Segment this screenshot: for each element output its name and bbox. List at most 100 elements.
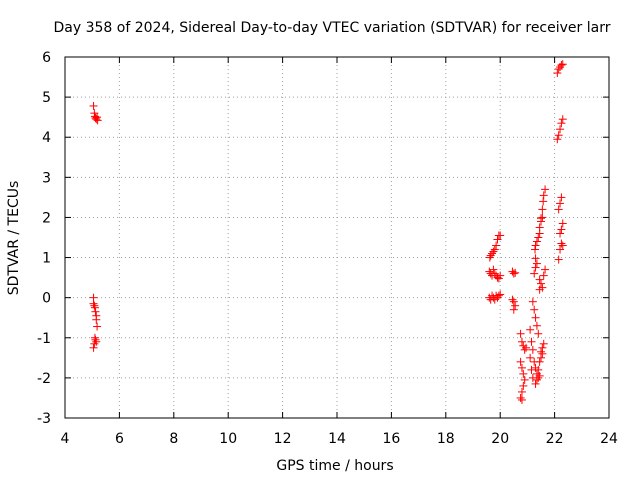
data-point <box>554 205 563 214</box>
y-tick-label: 4 <box>42 130 51 146</box>
data-point <box>539 339 548 348</box>
data-point <box>558 60 567 69</box>
y-axis-label: SDTVAR / TECUs <box>6 181 22 296</box>
data-point <box>556 199 565 208</box>
data-point <box>516 393 525 402</box>
x-tick-label: 6 <box>115 431 124 447</box>
data-point <box>535 357 544 366</box>
data-point <box>92 115 101 124</box>
data-point <box>538 205 547 214</box>
data-point <box>554 255 563 264</box>
x-tick-label: 12 <box>274 431 292 447</box>
data-point <box>535 275 544 284</box>
data-point <box>89 299 98 308</box>
x-tick-label: 14 <box>328 431 346 447</box>
data-point <box>541 185 550 194</box>
data-point <box>496 231 505 240</box>
plot-frame <box>64 56 610 419</box>
data-point <box>516 357 525 366</box>
y-tick-label: -2 <box>37 371 51 387</box>
y-tick-label: -1 <box>37 331 51 347</box>
data-point <box>531 241 540 250</box>
data-point <box>538 213 547 222</box>
data-point <box>519 369 528 378</box>
data-point <box>494 291 503 300</box>
data-point <box>509 297 518 306</box>
data-point <box>511 301 520 310</box>
data-point <box>557 239 566 248</box>
data-point <box>538 283 547 292</box>
data-point <box>557 225 566 234</box>
data-point <box>519 381 528 390</box>
data-point <box>537 279 545 288</box>
data-point <box>517 363 526 372</box>
x-tick-label: 22 <box>546 431 564 447</box>
data-point <box>92 337 101 346</box>
data-point <box>526 325 535 334</box>
data-point <box>517 337 526 346</box>
data-point <box>93 113 102 122</box>
data-point <box>93 322 102 331</box>
y-tick-label: 5 <box>42 90 51 106</box>
data-point <box>532 321 541 330</box>
x-axis-tick-labels: 4 6 8 10 12 14 16 18 20 22 24 <box>61 431 618 447</box>
x-axis-label: GPS time / hours <box>276 458 393 474</box>
data-point <box>493 235 502 244</box>
x-tick-label: 20 <box>491 431 509 447</box>
data-point <box>509 305 518 314</box>
data-point <box>486 251 495 260</box>
data-point <box>490 245 499 254</box>
data-point <box>492 241 501 250</box>
grid <box>65 57 609 418</box>
data-point <box>558 115 567 124</box>
data-point <box>89 101 98 110</box>
data-point <box>496 271 505 280</box>
data-point <box>532 237 541 246</box>
data-point <box>557 61 566 70</box>
data-point <box>534 365 543 374</box>
data-point <box>539 197 548 206</box>
data-point <box>488 249 497 258</box>
chart-title: Day 358 of 2024, Sidereal Day-to-day VTE… <box>54 20 611 36</box>
y-tick-label: -3 <box>37 411 51 427</box>
data-point <box>537 347 545 356</box>
data-point <box>556 229 565 238</box>
data-point <box>528 345 537 354</box>
y-tick-label: 2 <box>42 210 51 226</box>
data-point <box>485 267 494 276</box>
data-point <box>520 375 529 384</box>
x-tick-label: 18 <box>437 431 455 447</box>
data-point <box>489 265 498 274</box>
data-point <box>517 387 526 396</box>
data-point <box>554 65 563 74</box>
data-point <box>539 191 548 200</box>
data-point <box>535 223 544 232</box>
data-point <box>557 119 566 128</box>
y-tick-label: 3 <box>42 170 51 186</box>
data-point <box>90 109 99 118</box>
data-point <box>489 247 498 256</box>
data-point <box>509 269 518 278</box>
data-point <box>508 295 517 304</box>
data-point <box>517 395 526 404</box>
data-point <box>531 254 540 263</box>
data-point <box>532 375 541 384</box>
data-point <box>534 233 543 242</box>
data-points <box>89 60 567 404</box>
data-point <box>531 263 540 272</box>
data-point <box>556 245 565 254</box>
data-point <box>526 353 535 362</box>
x-tick-label: 24 <box>600 431 618 447</box>
data-point <box>90 303 99 312</box>
data-point <box>511 268 520 277</box>
data-point <box>557 193 566 202</box>
data-point <box>538 349 547 358</box>
x-tick-label: 4 <box>61 431 70 447</box>
data-point <box>532 259 541 268</box>
x-tick-label: 8 <box>169 431 178 447</box>
data-point <box>496 290 505 299</box>
data-point <box>90 339 99 348</box>
data-point <box>91 307 100 316</box>
data-point <box>558 241 567 250</box>
